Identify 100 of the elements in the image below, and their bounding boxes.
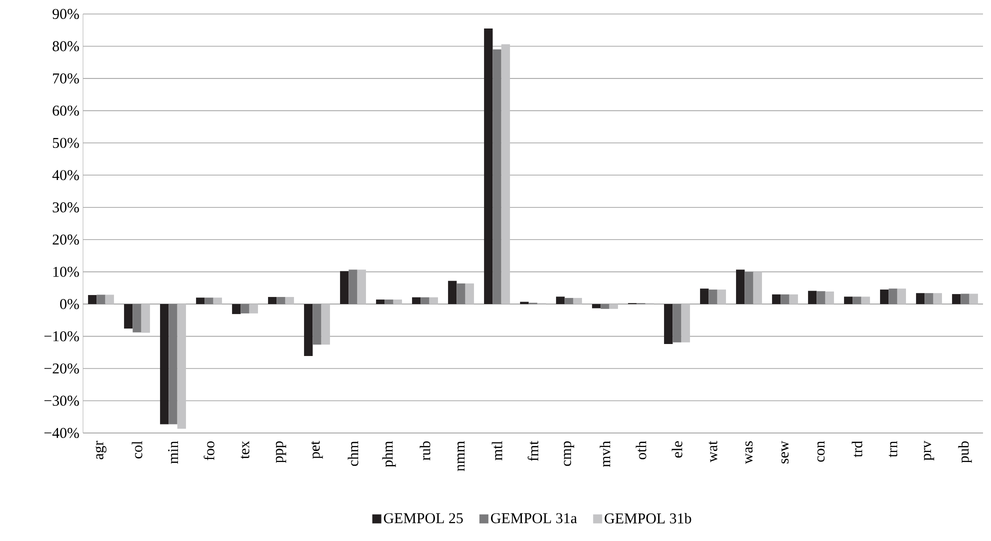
bar xyxy=(736,270,745,304)
bar xyxy=(321,304,330,345)
bar xyxy=(501,44,510,304)
bar xyxy=(816,291,826,304)
x-tick-label: chm xyxy=(348,440,358,466)
bar xyxy=(304,304,313,356)
x-tick-label: pub xyxy=(958,441,972,463)
bar xyxy=(484,28,493,304)
bar xyxy=(744,272,754,304)
bar xyxy=(213,298,222,304)
bar xyxy=(717,290,726,304)
bar xyxy=(132,304,142,332)
x-tick-label: tex xyxy=(240,440,250,459)
x-tick-label: col xyxy=(132,441,142,458)
bar xyxy=(753,272,762,304)
bar xyxy=(456,283,466,304)
y-tick-label: 10% xyxy=(53,266,79,277)
bar xyxy=(933,293,942,304)
x-tick-label: ppp xyxy=(276,441,286,463)
y-tick-label: 0% xyxy=(60,298,79,310)
bar xyxy=(312,304,322,345)
x-tick-label: foo xyxy=(204,441,214,460)
bar xyxy=(412,297,421,304)
bar xyxy=(429,297,438,304)
bar xyxy=(573,298,582,304)
bar xyxy=(664,304,673,344)
bar xyxy=(952,294,961,304)
x-tick-label: nmm xyxy=(458,440,465,472)
x-tick-label: wat xyxy=(708,440,718,462)
bar xyxy=(492,49,502,304)
bar xyxy=(96,294,106,304)
bar xyxy=(556,296,565,304)
bar xyxy=(168,304,178,424)
bar xyxy=(880,290,889,304)
bar xyxy=(844,296,853,304)
bar xyxy=(420,297,430,304)
bar xyxy=(897,288,906,304)
bar xyxy=(708,290,718,304)
y-tick-label: −20% xyxy=(44,363,79,374)
x-tick-label: was xyxy=(745,441,753,464)
bar xyxy=(384,300,394,304)
bar xyxy=(276,296,286,304)
x-tick-label: pet xyxy=(311,440,323,459)
y-tick-label: 80% xyxy=(52,41,79,52)
x-tick-label: prv xyxy=(924,440,934,460)
y-tick-label: 60% xyxy=(52,106,79,116)
legend-label: GEMPOL 25 xyxy=(384,513,463,524)
bar xyxy=(772,294,781,304)
bar xyxy=(592,304,601,308)
x-tick-label: mtl xyxy=(492,441,502,460)
bar xyxy=(160,304,169,424)
bar xyxy=(448,280,457,304)
bar xyxy=(196,298,205,304)
y-tick-label: 40% xyxy=(52,170,79,180)
bar xyxy=(88,295,97,304)
bar xyxy=(141,304,150,333)
bar xyxy=(852,296,862,304)
bar xyxy=(700,288,709,304)
bar xyxy=(960,294,970,304)
bar xyxy=(177,304,186,429)
y-tick-label: −40% xyxy=(44,428,79,438)
x-tick-label: con xyxy=(817,440,825,462)
y-tick-label: 70% xyxy=(53,73,79,84)
bar xyxy=(465,283,474,304)
bar xyxy=(916,293,925,304)
bar xyxy=(600,304,610,309)
y-tick-label: −10% xyxy=(44,331,79,342)
x-tick-label: sew xyxy=(781,440,789,464)
bar xyxy=(249,304,258,314)
x-tick-label: ele xyxy=(672,441,682,458)
bar xyxy=(825,291,834,304)
x-tick-label: cmp xyxy=(564,441,574,466)
bar xyxy=(240,304,250,314)
bar xyxy=(564,298,574,304)
bar xyxy=(609,304,618,309)
y-tick-label: 90% xyxy=(52,8,79,20)
y-tick-label: 50% xyxy=(52,138,79,148)
bar xyxy=(105,294,114,304)
x-tick-label: trd xyxy=(852,440,862,458)
y-tick-label: 30% xyxy=(52,202,79,212)
bar xyxy=(340,271,349,304)
bar xyxy=(888,288,898,304)
bar xyxy=(672,304,682,342)
bar xyxy=(393,300,402,304)
x-tick-label: fmt xyxy=(528,440,538,462)
legend-label: GEMPOL 31b xyxy=(604,512,692,524)
bar xyxy=(268,296,277,304)
x-tick-label: phm xyxy=(382,440,396,468)
bar xyxy=(232,304,241,314)
x-tick-label: rub xyxy=(420,441,430,460)
bar xyxy=(808,290,817,304)
bar xyxy=(789,294,798,304)
bar xyxy=(357,270,366,304)
x-tick-label: agr xyxy=(96,440,106,460)
bar xyxy=(681,304,690,342)
x-tick-label: trn xyxy=(888,440,898,458)
x-tick-label: mvh xyxy=(600,440,610,468)
bar xyxy=(124,304,133,329)
bar xyxy=(376,300,385,304)
x-tick-label: min xyxy=(168,440,178,464)
